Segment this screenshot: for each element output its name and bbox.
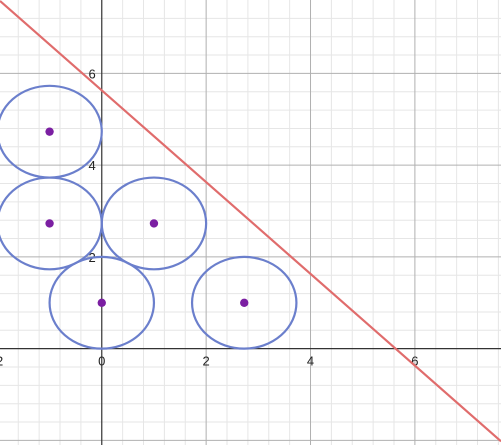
tick-labels: 246-20246 bbox=[0, 66, 419, 368]
circle[interactable] bbox=[190, 255, 298, 350]
circles-layer bbox=[0, 84, 298, 350]
circle[interactable] bbox=[100, 176, 208, 271]
center-point[interactable] bbox=[45, 127, 54, 136]
y-tick-label: 4 bbox=[89, 158, 96, 173]
x-tick-label: 4 bbox=[307, 354, 314, 369]
center-point[interactable] bbox=[240, 298, 249, 307]
x-tick-label: -2 bbox=[0, 354, 3, 369]
center-point[interactable] bbox=[97, 298, 106, 307]
center-point[interactable] bbox=[45, 219, 54, 228]
x-tick-label: 2 bbox=[203, 354, 210, 369]
circle[interactable] bbox=[48, 255, 156, 350]
x-tick-label: 6 bbox=[411, 354, 418, 369]
center-point[interactable] bbox=[149, 219, 159, 228]
y-tick-label: 6 bbox=[89, 66, 96, 81]
x-tick-label: 0 bbox=[98, 354, 105, 369]
points-layer bbox=[45, 127, 249, 307]
